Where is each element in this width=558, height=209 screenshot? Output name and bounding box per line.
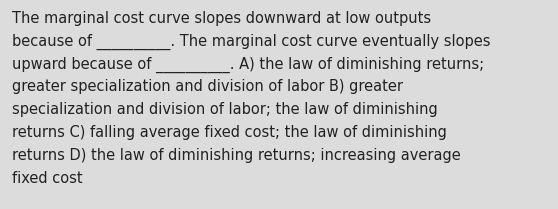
Text: returns D) the law of diminishing returns; increasing average: returns D) the law of diminishing return… (12, 148, 461, 163)
Text: fixed cost: fixed cost (12, 171, 83, 186)
Text: returns C) falling average fixed cost; the law of diminishing: returns C) falling average fixed cost; t… (12, 125, 447, 140)
Text: upward because of __________. A) the law of diminishing returns;: upward because of __________. A) the law… (12, 57, 484, 73)
Text: greater specialization and division of labor B) greater: greater specialization and division of l… (12, 79, 403, 94)
Text: The marginal cost curve slopes downward at low outputs: The marginal cost curve slopes downward … (12, 11, 431, 26)
Text: specialization and division of labor; the law of diminishing: specialization and division of labor; th… (12, 102, 437, 117)
Text: because of __________. The marginal cost curve eventually slopes: because of __________. The marginal cost… (12, 34, 490, 50)
